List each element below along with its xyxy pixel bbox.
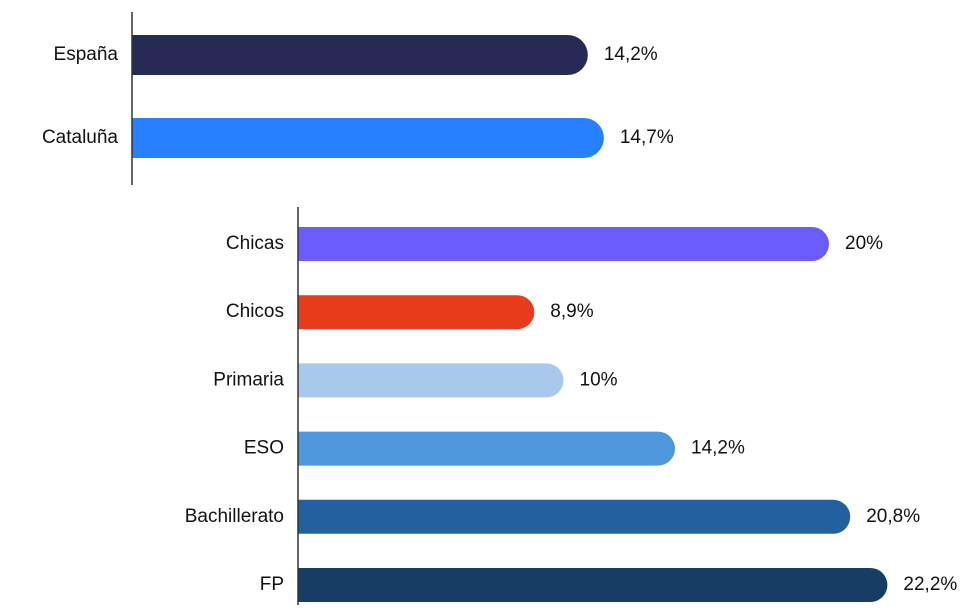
category-label: FP <box>260 574 284 595</box>
category-label: ESO <box>244 438 284 459</box>
value-label: 14,7% <box>620 127 674 148</box>
category-label: Cataluña <box>42 127 118 148</box>
bar <box>298 227 829 261</box>
bar <box>298 499 851 534</box>
value-label: 14,2% <box>604 44 658 65</box>
bar <box>298 431 676 466</box>
value-label: 22,2% <box>903 574 957 595</box>
bar <box>298 568 888 602</box>
value-label: 10% <box>580 369 618 390</box>
bar <box>132 118 604 158</box>
category-label: Primaria <box>213 369 284 390</box>
category-label: Bachillerato <box>185 506 284 527</box>
category-label: Chicas <box>226 233 284 254</box>
category-label: Chicos <box>226 301 284 322</box>
category-label: España <box>54 44 119 65</box>
value-label: 14,2% <box>691 438 745 459</box>
bar <box>132 35 588 75</box>
value-label: 8,9% <box>550 301 593 322</box>
value-label: 20% <box>845 233 883 254</box>
bar <box>298 295 535 330</box>
value-label: 20,8% <box>866 506 920 527</box>
bar <box>298 363 564 398</box>
